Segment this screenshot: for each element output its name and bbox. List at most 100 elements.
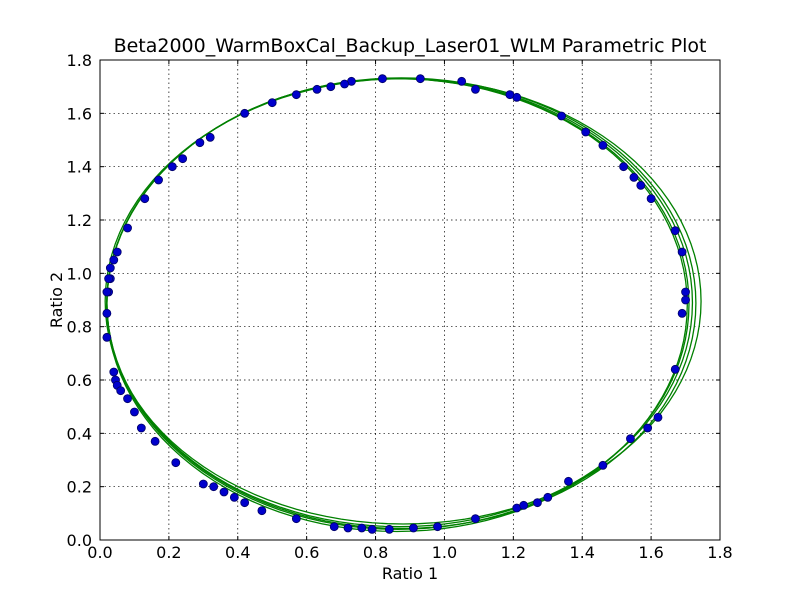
data-point (312, 84, 322, 94)
data-point (670, 226, 680, 236)
plot-area-background (100, 60, 720, 540)
data-point (677, 308, 687, 318)
data-point (581, 127, 591, 137)
x-tick-label: 0.4 (225, 543, 250, 562)
data-point (681, 287, 690, 297)
data-point (677, 247, 687, 257)
x-tick-label: 0.0 (87, 543, 112, 562)
x-tick-label: 0.6 (294, 543, 319, 562)
y-tick-label: 0.8 (67, 318, 92, 337)
curve-layer (104, 77, 702, 533)
data-point (123, 394, 132, 404)
data-point (626, 434, 635, 444)
data-point (357, 523, 367, 533)
data-point (343, 523, 353, 533)
data-point (102, 308, 112, 318)
data-point (209, 482, 219, 492)
x-tick-label: 1.2 (501, 543, 526, 562)
data-point (340, 79, 349, 89)
data-point (267, 98, 277, 108)
data-point (195, 138, 205, 148)
data-point (178, 154, 188, 164)
data-point (457, 76, 467, 86)
y-tick-label: 0.0 (67, 531, 92, 550)
data-point (636, 180, 646, 190)
data-point (291, 90, 301, 100)
data-point (543, 492, 553, 502)
data-point (219, 487, 229, 497)
data-point (109, 367, 119, 377)
data-point (104, 274, 114, 284)
x-tick-label: 1.8 (707, 543, 732, 562)
data-point (150, 436, 160, 446)
data-point (291, 514, 301, 524)
data-point (198, 479, 208, 489)
data-point (130, 407, 139, 417)
data-point (409, 523, 418, 533)
data-point (167, 162, 177, 172)
data-point (681, 295, 690, 305)
plot-frame (99, 59, 721, 541)
y-axis-label: Ratio 2 (47, 272, 66, 328)
data-point (140, 194, 150, 204)
y-tick-label: 1.6 (67, 104, 92, 123)
data-point (557, 111, 566, 121)
data-point (564, 476, 573, 486)
data-point (471, 514, 480, 524)
data-point (619, 162, 628, 172)
series-line (104, 78, 702, 525)
data-point (240, 108, 250, 118)
data-point (109, 255, 119, 265)
data-point (533, 498, 542, 508)
data-point (154, 175, 163, 185)
data-point (112, 247, 122, 257)
chart-title: Beta2000_WarmBoxCal_Backup_Laser01_WLM P… (114, 35, 707, 57)
y-tick-label: 1.8 (67, 51, 92, 70)
y-tick-label: 0.2 (67, 478, 92, 497)
data-point (123, 223, 132, 233)
data-point (205, 132, 215, 142)
x-tick-label: 0.2 (156, 543, 181, 562)
data-point (102, 332, 112, 342)
data-point (102, 287, 112, 297)
data-point (329, 522, 339, 532)
x-tick-labels: 0.0 0.2 0.4 0.6 0.8 1.0 1.2 1.4 1.6 1.8 (87, 543, 732, 562)
y-tick-label: 1.0 (67, 264, 92, 283)
points-layer (102, 74, 690, 534)
data-point (670, 364, 680, 374)
data-point (519, 500, 529, 510)
grid (100, 60, 720, 540)
data-point (326, 82, 336, 92)
data-point (598, 140, 608, 150)
data-point (384, 524, 394, 534)
data-point (229, 492, 239, 502)
data-point (367, 524, 377, 534)
data-point (136, 423, 146, 433)
ticks (99, 59, 721, 541)
data-point (646, 194, 656, 204)
data-point (598, 460, 608, 470)
x-tick-label: 0.8 (363, 543, 388, 562)
data-point (105, 263, 115, 273)
y-tick-label: 1.4 (67, 158, 92, 177)
y-tick-label: 0.6 (67, 371, 92, 390)
data-point (240, 498, 250, 508)
data-point (433, 522, 442, 532)
data-point (116, 386, 126, 396)
x-tick-label: 1.6 (638, 543, 663, 562)
data-point (415, 74, 425, 84)
y-tick-label: 1.2 (67, 211, 92, 230)
y-tick-labels: 0.0 0.2 0.4 0.6 0.8 1.0 1.2 1.4 1.6 1.8 (67, 51, 92, 550)
data-point (171, 458, 181, 468)
x-tick-label: 1.4 (569, 543, 594, 562)
x-axis-label: Ratio 1 (382, 564, 438, 583)
y-tick-label: 0.4 (67, 424, 92, 443)
data-point (653, 412, 663, 422)
data-point (378, 74, 387, 84)
data-point (471, 84, 480, 94)
x-tick-label: 1.0 (432, 543, 457, 562)
data-point (257, 506, 267, 516)
data-point (629, 172, 639, 182)
